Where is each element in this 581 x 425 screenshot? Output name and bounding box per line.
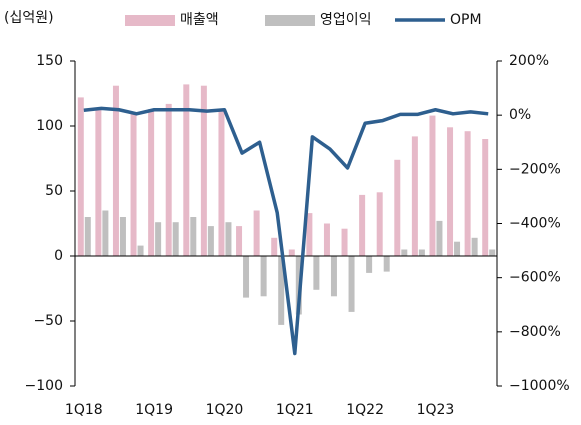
bar — [200, 85, 207, 256]
x-tick-label: 1Q19 — [135, 402, 173, 418]
bar — [418, 249, 425, 256]
bar — [306, 213, 313, 256]
bar — [102, 210, 109, 256]
bar — [464, 131, 471, 256]
bar — [341, 228, 348, 256]
bar — [84, 217, 91, 256]
y-tick-label: 100 — [36, 118, 63, 134]
y2-tick-label: −400% — [509, 216, 561, 232]
bar — [148, 109, 155, 256]
bar — [77, 97, 84, 257]
legend-label: 영업이익 — [320, 12, 372, 28]
line — [83, 106, 489, 356]
bar — [489, 249, 496, 256]
y2-tick-label: −200% — [509, 161, 561, 177]
y-tick-label: 0 — [54, 248, 63, 264]
bar — [447, 127, 454, 256]
bar — [359, 194, 366, 256]
y2-tick-label: 0% — [509, 107, 531, 123]
legend-swatch — [125, 15, 175, 26]
bar — [236, 226, 243, 256]
bar — [165, 103, 172, 257]
bar — [130, 113, 137, 256]
y-tick-label: 50 — [45, 183, 63, 199]
bar — [172, 222, 179, 256]
bar — [95, 109, 102, 256]
y-tick-label: 150 — [36, 53, 63, 69]
bar — [394, 159, 401, 256]
bar — [243, 256, 250, 298]
x-tick-label: 1Q20 — [206, 402, 244, 418]
x-tick-label: 1Q22 — [346, 402, 384, 418]
legend-label: 매출액 — [180, 12, 219, 28]
bar — [411, 136, 418, 256]
bar — [366, 256, 373, 273]
bar — [155, 222, 162, 256]
bar — [471, 237, 478, 256]
y2-tick-label: −600% — [509, 270, 561, 286]
bar — [454, 241, 461, 256]
bar — [313, 256, 320, 290]
y2-tick-label: 200% — [509, 53, 549, 69]
bar — [137, 245, 144, 256]
legend-swatch — [265, 15, 315, 26]
bar — [112, 85, 119, 256]
bar — [436, 220, 443, 256]
bar — [260, 256, 267, 297]
bar — [271, 237, 278, 256]
bar — [253, 210, 260, 256]
bar — [348, 256, 355, 312]
x-tick-label: 1Q18 — [65, 402, 103, 418]
bar — [330, 256, 337, 297]
legend-label: OPM — [450, 12, 482, 28]
bar — [278, 256, 285, 325]
unit-label: (십억원) — [4, 10, 54, 26]
bar — [218, 109, 225, 256]
y-tick-label: −50 — [33, 313, 63, 329]
y-tick-label: −100 — [25, 378, 63, 394]
bar — [323, 223, 330, 256]
bar — [190, 217, 197, 256]
bar — [207, 226, 214, 256]
bar — [225, 222, 232, 256]
x-tick-label: 1Q21 — [276, 402, 314, 418]
bar — [482, 139, 489, 256]
x-tick-label: 1Q23 — [417, 402, 455, 418]
bar — [429, 115, 436, 256]
bar — [401, 249, 408, 256]
bar — [288, 249, 295, 256]
bar — [119, 217, 126, 256]
bar — [183, 84, 190, 257]
y2-tick-label: −800% — [509, 324, 561, 340]
bar — [383, 256, 390, 272]
y2-tick-label: −1000% — [509, 378, 570, 394]
bar — [376, 192, 383, 256]
